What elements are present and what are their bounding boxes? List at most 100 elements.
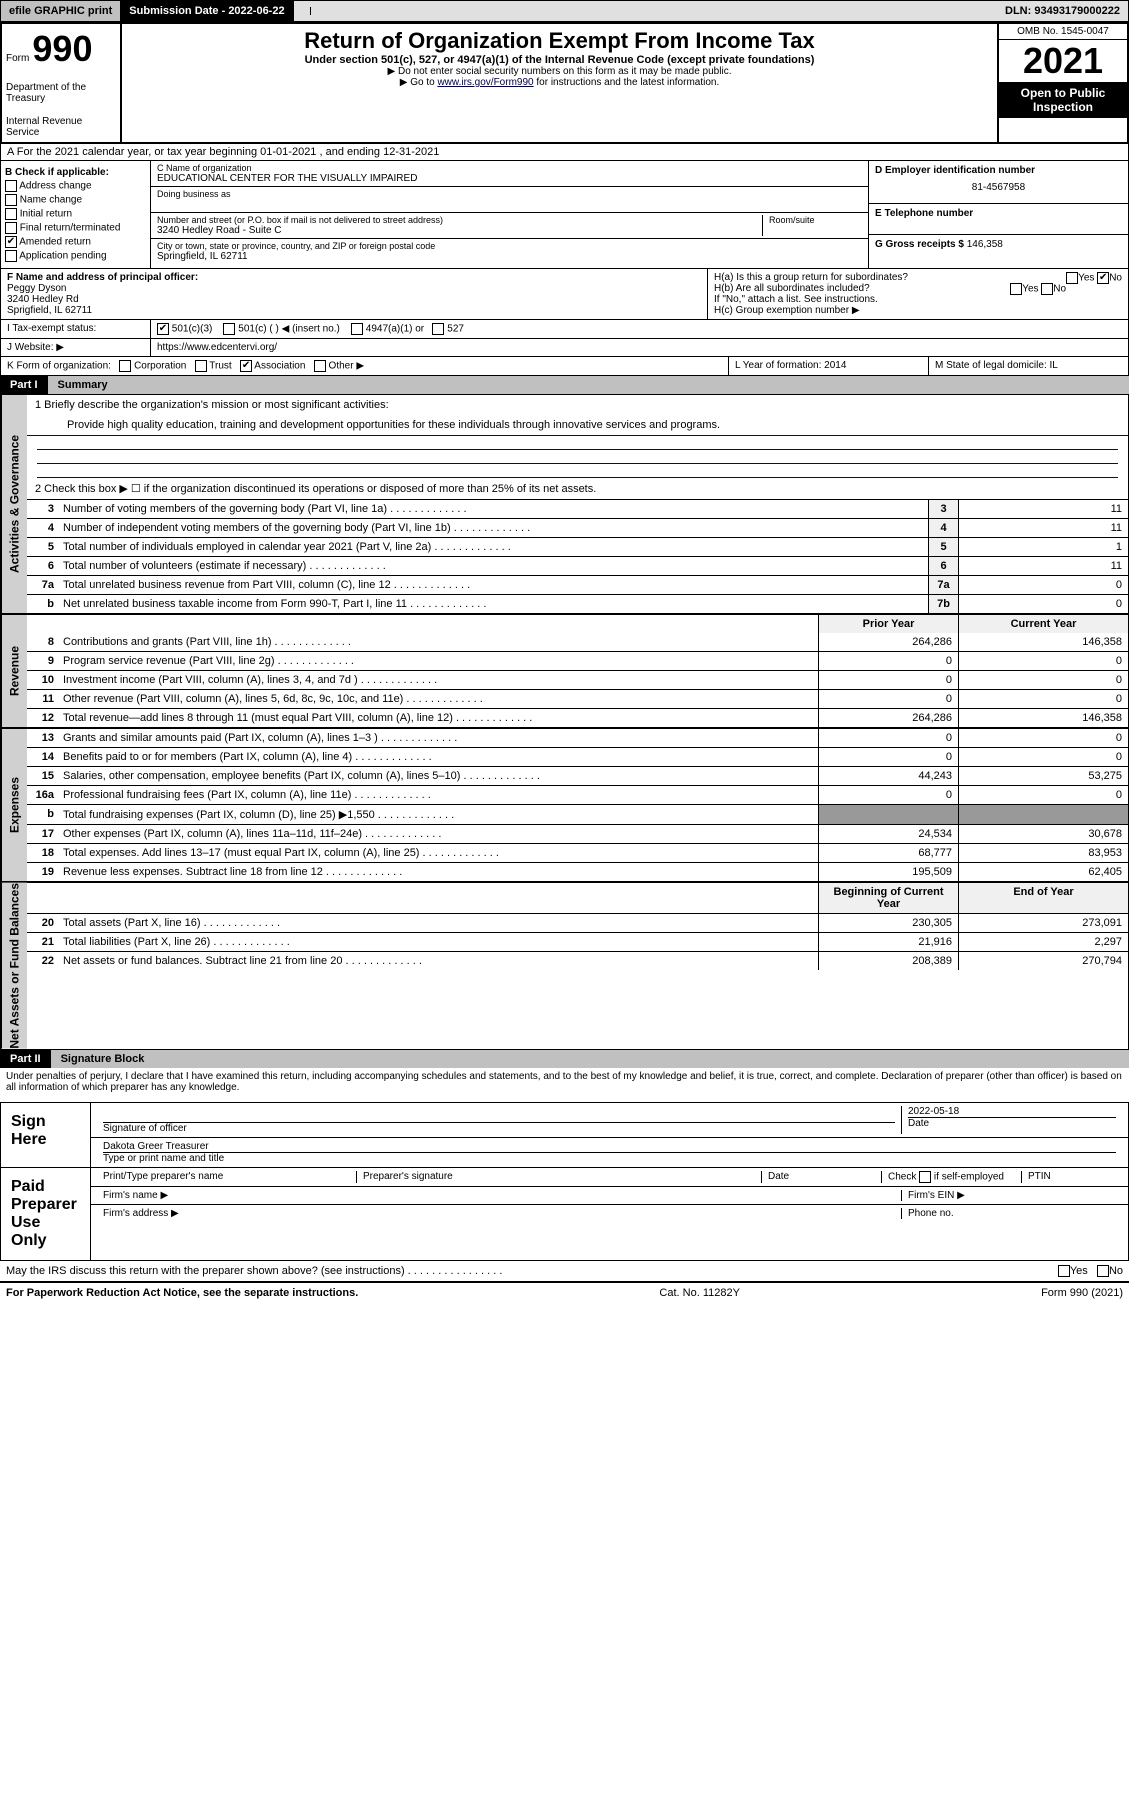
line-num: 5 (27, 538, 57, 556)
prior-val: 21,916 (818, 933, 958, 951)
hb-no[interactable] (1041, 283, 1053, 295)
opt-501c: 501(c) ( ) ◀ (insert no.) (238, 324, 340, 335)
line-b: bTotal fundraising expenses (Part IX, co… (27, 805, 1128, 825)
chk-name-change[interactable] (5, 194, 17, 206)
box-f: F Name and address of principal officer:… (1, 269, 708, 319)
gov-line-7a: 7aTotal unrelated business revenue from … (27, 576, 1128, 595)
part1-title: Summary (48, 376, 1129, 394)
prior-val: 0 (818, 748, 958, 766)
h-b-note: If "No," attach a list. See instructions… (714, 294, 1122, 305)
officer-addr2: Sprigfield, IL 62711 (7, 305, 92, 316)
opt-501c3: 501(c)(3) (172, 324, 213, 335)
line-val: 11 (958, 500, 1128, 518)
chk-address-change[interactable] (5, 180, 17, 192)
prep-date-lbl: Date (762, 1171, 882, 1183)
chk-final-return[interactable] (5, 222, 17, 234)
discuss-no[interactable] (1097, 1265, 1109, 1277)
chk-trust[interactable] (195, 360, 207, 372)
chk-self-employed[interactable] (919, 1171, 931, 1183)
cat-no: Cat. No. 11282Y (659, 1287, 740, 1299)
row-a-tax-year: A For the 2021 calendar year, or tax yea… (0, 144, 1129, 161)
dept-treasury: Department of the Treasury (6, 82, 116, 104)
phone-no-lbl: Phone no. (902, 1208, 1122, 1219)
website-lbl: J Website: ▶ (1, 339, 151, 356)
gross-value: 146,358 (967, 239, 1003, 250)
line1-lbl: 1 Briefly describe the organization's mi… (27, 395, 1128, 415)
chk-corp[interactable] (119, 360, 131, 372)
sig-date-val: 2022-05-18 (908, 1106, 1116, 1117)
chk-other[interactable] (314, 360, 326, 372)
website-url[interactable]: https://www.edcentervi.org/ (151, 339, 1128, 356)
ha-yes[interactable] (1066, 272, 1078, 284)
line-16a: 16aProfessional fundraising fees (Part I… (27, 786, 1128, 805)
opt-4947: 4947(a)(1) or (366, 324, 424, 335)
line2-text: 2 Check this box ▶ ☐ if the organization… (27, 478, 1128, 500)
phone-lbl: E Telephone number (875, 208, 1122, 219)
prior-val: 44,243 (818, 767, 958, 785)
curr-val: 270,794 (958, 952, 1128, 970)
line-val: 0 (958, 595, 1128, 613)
line-12: 12Total revenue—add lines 8 through 11 (… (27, 709, 1128, 727)
gross-lbl: G Gross receipts $ (875, 239, 964, 250)
line-num: 9 (27, 652, 57, 670)
sig-officer-lbl: Signature of officer (103, 1122, 895, 1134)
chk-initial-return[interactable] (5, 208, 17, 220)
curr-val: 2,297 (958, 933, 1128, 951)
prep-name-lbl: Print/Type preparer's name (97, 1171, 357, 1183)
line-desc: Grants and similar amounts paid (Part IX… (57, 729, 818, 747)
prior-val: 0 (818, 729, 958, 747)
prior-val: 68,777 (818, 844, 958, 862)
ha-no[interactable]: ✔ (1097, 272, 1109, 284)
row-f-h: F Name and address of principal officer:… (0, 269, 1129, 320)
curr-val: 0 (958, 690, 1128, 708)
room-lbl: Room/suite (769, 215, 862, 225)
chk-501c3[interactable]: ✔ (157, 323, 169, 335)
prior-val: 230,305 (818, 914, 958, 932)
dln: DLN: 93493179000222 (997, 1, 1128, 21)
form-org-lbl: K Form of organization: (7, 361, 111, 372)
gov-line-6: 6Total number of volunteers (estimate if… (27, 557, 1128, 576)
chk-assoc[interactable]: ✔ (240, 360, 252, 372)
hb-no-lbl: No (1053, 284, 1066, 295)
efile-print-button[interactable]: efile GRAPHIC print (1, 1, 121, 21)
line-num: 6 (27, 557, 57, 575)
state-domicile: M State of legal domicile: IL (928, 357, 1128, 375)
org-name: EDUCATIONAL CENTER FOR THE VISUALLY IMPA… (157, 173, 862, 184)
opt-527: 527 (447, 324, 464, 335)
chk-4947[interactable] (351, 323, 363, 335)
curr-val: 0 (958, 729, 1128, 747)
line-desc: Total fundraising expenses (Part IX, col… (57, 805, 818, 824)
prep-sig-lbl: Preparer's signature (357, 1171, 762, 1183)
section-revenue: Revenue Prior YearCurrent Year 8Contribu… (0, 614, 1129, 728)
chk-501c[interactable] (223, 323, 235, 335)
line-desc: Net assets or fund balances. Subtract li… (57, 952, 818, 970)
line-desc: Total number of individuals employed in … (57, 538, 928, 556)
chk-527[interactable] (432, 323, 444, 335)
line-22: 22Net assets or fund balances. Subtract … (27, 952, 1128, 970)
discuss-yes[interactable] (1058, 1265, 1070, 1277)
line-num: 8 (27, 633, 57, 651)
line-num: b (27, 595, 57, 613)
ha-no-lbl: No (1109, 273, 1122, 284)
irs-link[interactable]: www.irs.gov/Form990 (437, 77, 533, 88)
mission-blank1 (37, 436, 1118, 450)
prior-val: 0 (818, 690, 958, 708)
curr-val: 146,358 (958, 709, 1128, 727)
sig-date-lbl: Date (908, 1117, 1116, 1129)
hb-yes[interactable] (1010, 283, 1022, 295)
line-15: 15Salaries, other compensation, employee… (27, 767, 1128, 786)
chk-app-pending[interactable] (5, 250, 17, 262)
line-desc: Total liabilities (Part X, line 26) (57, 933, 818, 951)
row-j: J Website: ▶ https://www.edcentervi.org/ (0, 339, 1129, 357)
line-desc: Total revenue—add lines 8 through 11 (mu… (57, 709, 818, 727)
mission-blank2 (37, 450, 1118, 464)
officer-addr1: 3240 Hedley Rd (7, 294, 79, 305)
rev-header-row: Prior YearCurrent Year (27, 615, 1128, 633)
chk-amended-return[interactable]: ✔ (5, 236, 17, 248)
prior-val: 0 (818, 671, 958, 689)
tax-status-lbl: I Tax-exempt status: (1, 320, 151, 338)
goto-pre: ▶ Go to (400, 77, 438, 88)
dba-lbl: Doing business as (157, 189, 862, 199)
h-c-text: H(c) Group exemption number ▶ (714, 305, 1122, 316)
line-val: 0 (958, 576, 1128, 594)
